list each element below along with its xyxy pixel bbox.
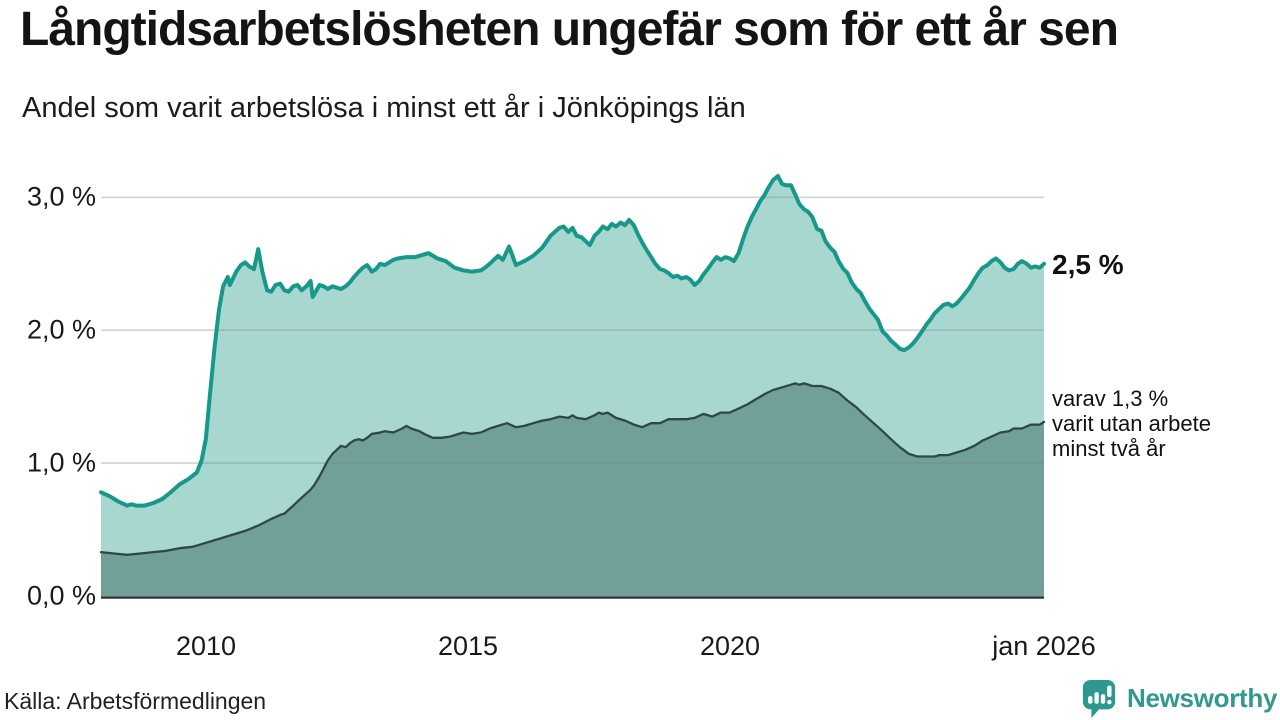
newsworthy-icon — [1082, 679, 1116, 718]
x-axis-label-2026: jan 2026 — [992, 631, 1096, 661]
y-axis-label-2: 2,0 % — [26, 314, 96, 345]
x-axis-label-2015: 2015 — [437, 631, 499, 661]
x-axis-label-2020: 2020 — [699, 631, 761, 661]
newsworthy-logo: Newsworthy — [1080, 678, 1277, 718]
page-subtitle: Andel som varit arbetslösa i minst ett å… — [22, 92, 746, 124]
x-axis-label-2010: 2010 — [175, 631, 237, 661]
newsworthy-wordmark: Newsworthy — [1127, 682, 1278, 713]
y-axis-label-0: 0,0 % — [26, 580, 96, 611]
series-two-year-area — [101, 383, 1044, 596]
page-title: Långtidsarbetslösheten ungefär som för e… — [20, 3, 1119, 56]
series-total-line — [99, 174, 1046, 508]
latest-value-label: 2,5 % — [1052, 249, 1124, 280]
source-label: Källa: Arbetsförmedlingen — [4, 688, 267, 714]
y-axis-label-3: 3,0 % — [26, 181, 96, 212]
y-axis-label-1: 1,0 % — [26, 447, 96, 478]
breakdown-annotation: varav 1,3 % varit utan arbete minst två … — [1052, 386, 1211, 461]
series-two-year-line — [99, 382, 1046, 556]
